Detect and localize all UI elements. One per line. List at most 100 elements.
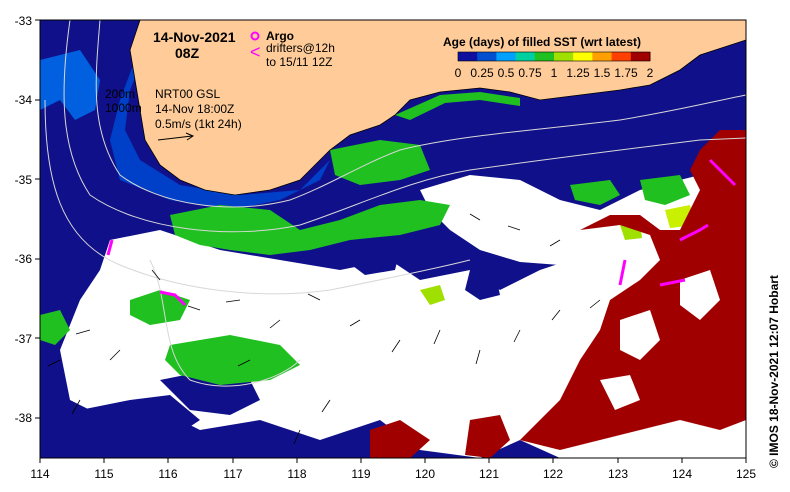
- vector-arrow: [151, 269, 161, 281]
- map-frame: [39, 19, 747, 459]
- axis-ticks: [35, 19, 747, 463]
- vector-arrow: [71, 399, 81, 415]
- contour-1000m: [63, 20, 746, 233]
- colorbar-tick-label: 0.75: [518, 66, 542, 80]
- no-data-hole-b: [680, 270, 720, 320]
- colorbar-tick-label: 0: [455, 66, 462, 80]
- green-band-south: [165, 335, 300, 385]
- lon-tick-label: 116: [158, 467, 177, 481]
- colorbar: Age (days) of filled SST (wrt latest) 0 …: [443, 35, 654, 80]
- drifter-tracks: [106, 158, 737, 307]
- map-panel: [40, 20, 746, 458]
- drifter-track: [659, 278, 686, 287]
- vector-arrow: [321, 399, 331, 413]
- lon-tick-label: 122: [543, 467, 563, 481]
- hour-title: 08Z: [175, 45, 200, 61]
- colorbar-tick-label: 1.5: [594, 66, 611, 80]
- credit-label: © IMOS 18-Nov-2021 12:07 Hobart: [767, 275, 781, 468]
- stale-region-south: [370, 420, 430, 458]
- drifters-label-2: to 15/11 12Z: [266, 55, 333, 69]
- vector-arrow: [589, 299, 601, 309]
- vector-arrow: [391, 339, 401, 353]
- lat-tick-label: -35: [15, 173, 33, 187]
- vector-arrow: [109, 349, 121, 361]
- product-label-2: 14-Nov 18:00Z: [155, 102, 234, 116]
- shelf-band-light: [40, 50, 100, 120]
- drifter-track: [106, 239, 114, 256]
- argo-legend: Argo: [250, 29, 294, 43]
- colorbar-title: Age (days) of filled SST (wrt latest): [443, 35, 641, 49]
- colorbar-swatch: [611, 52, 632, 61]
- colorbar-frame: [457, 51, 651, 62]
- lon-axis-labels: 114 115 116 117 118 119 120 121 122 123 …: [30, 467, 756, 481]
- lon-tick-label: 121: [479, 467, 499, 481]
- lat-tick-label: -33: [15, 14, 33, 28]
- product-label-3: 0.5m/s (1kt 24h): [155, 117, 242, 131]
- colorbar-tick-label: 1: [551, 66, 558, 80]
- argo-label: Argo: [266, 29, 294, 43]
- lat-axis-labels: -33 -34 -35 -36 -37 -38: [15, 14, 33, 425]
- colorbar-swatch: [458, 52, 478, 61]
- colorbar-swatch: [630, 52, 651, 61]
- vector-arrow: [475, 349, 481, 365]
- colorbar-swatch: [534, 52, 555, 61]
- green-patch-123: [640, 175, 690, 205]
- drifter-track: [618, 259, 627, 286]
- green-band-edge: [40, 310, 70, 345]
- vector-arrow: [551, 309, 561, 321]
- vector-arrow: [47, 359, 61, 367]
- vector-arrow: [513, 329, 521, 343]
- lat-tick-label: -34: [15, 93, 33, 107]
- no-data-hole-a: [620, 310, 660, 360]
- vector-arrow: [75, 329, 91, 335]
- colorbar-tick-label: 1.75: [614, 66, 638, 80]
- vector-arrow: [293, 429, 301, 445]
- drifter-symbol-icon: <: [250, 42, 261, 62]
- vector-arrow: [269, 319, 281, 329]
- vector-arrow: [433, 329, 441, 345]
- contour-200-label: 200m: [105, 87, 135, 101]
- vector-arrow: [187, 305, 201, 311]
- lat-tick-label: -38: [15, 411, 33, 425]
- green-band-north: [330, 140, 430, 185]
- current-vectors: [47, 213, 601, 445]
- lon-tick-label: 119: [351, 467, 370, 481]
- lat-tick-label: -37: [15, 332, 33, 346]
- deep-patch-sw: [80, 395, 200, 445]
- lon-tick-label: 123: [608, 467, 628, 481]
- drifter-track: [679, 223, 709, 242]
- colorbar-ticks: 0 0.25 0.5 0.75 1 1.25 1.5 1.75 2: [455, 66, 654, 80]
- colorbar-swatch: [496, 52, 517, 61]
- vector-arrow: [469, 213, 481, 221]
- lon-tick-label: 125: [736, 467, 756, 481]
- vector-arrow: [307, 293, 321, 301]
- colorbar-swatch: [515, 52, 536, 61]
- drifters-legend: < drifters@12h to 15/11 12Z: [250, 41, 335, 69]
- lon-tick-label: 124: [672, 467, 692, 481]
- vector-arrow: [225, 299, 241, 303]
- scale-arrow-icon: [157, 132, 195, 141]
- deep-patch-118: [345, 235, 400, 275]
- green-patch-122: [570, 180, 620, 205]
- colorbar-swatches: [458, 52, 651, 61]
- vector-arrow: [549, 239, 561, 247]
- colorbar-tick-label: 0.5: [498, 66, 515, 80]
- green-band-central: [170, 200, 450, 255]
- deep-patch-121: [465, 270, 500, 300]
- lon-tick-label: 120: [415, 467, 435, 481]
- land-australia: [129, 20, 746, 196]
- colorbar-tick-label: 0.25: [470, 66, 494, 80]
- stale-region-east: [520, 130, 746, 450]
- lon-tick-label: 115: [94, 467, 113, 481]
- product-label-1: NRT00 GSL: [155, 87, 220, 101]
- colorbar-tick-label: 2: [647, 66, 654, 80]
- date-title: 14-Nov-2021: [153, 29, 236, 45]
- yellowgreen-patch-a: [420, 285, 445, 305]
- contour-1000-label: 1000m: [105, 101, 142, 115]
- lon-tick-label: 114: [30, 467, 49, 481]
- lat-tick-label: -36: [15, 252, 33, 266]
- stale-region-south2: [465, 415, 510, 458]
- colorbar-swatch: [592, 52, 613, 61]
- vector-arrow: [237, 359, 251, 367]
